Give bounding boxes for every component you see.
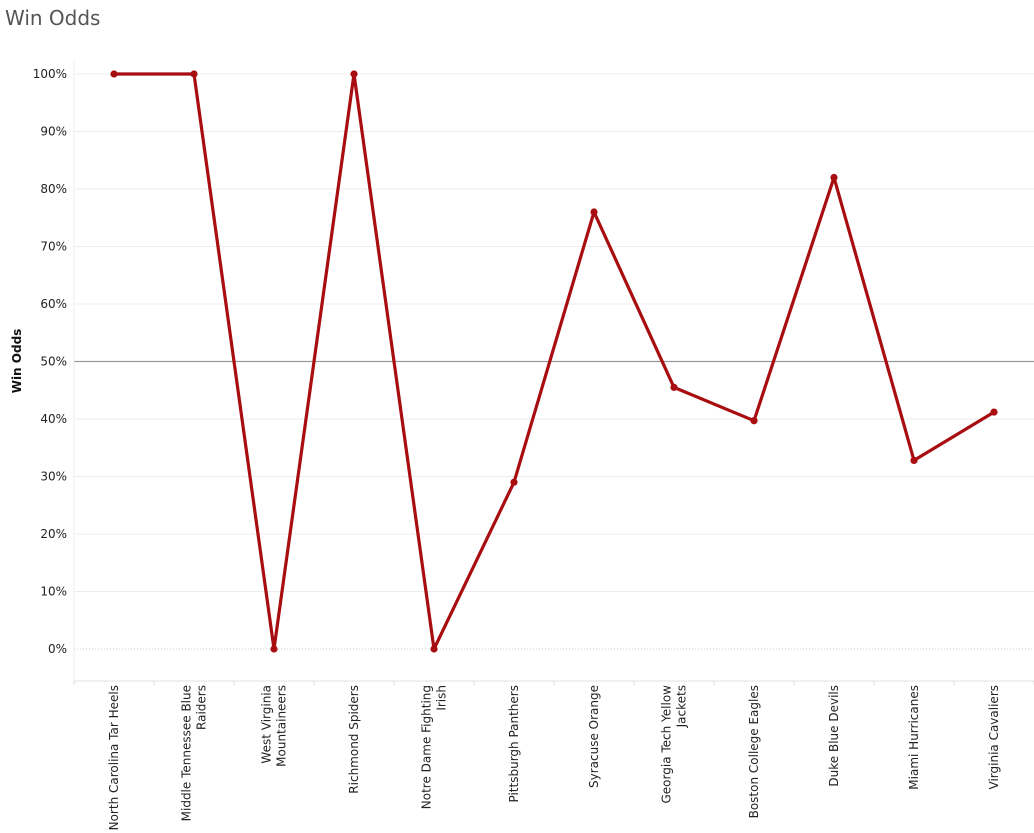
- data-point[interactable]: [910, 456, 918, 464]
- x-tick-label: North Carolina Tar Heels: [107, 685, 121, 830]
- y-axis-title: Win Odds: [10, 329, 24, 394]
- x-axis: North Carolina Tar Heels Middle Tennessee…: [73, 680, 1034, 830]
- data-point[interactable]: [990, 408, 998, 416]
- y-tick-label: 0%: [48, 642, 67, 656]
- y-tick-label: 10%: [40, 585, 67, 599]
- data-point[interactable]: [750, 417, 758, 425]
- y-tick-label: 100%: [33, 67, 67, 81]
- data-point[interactable]: [670, 383, 678, 391]
- data-point[interactable]: [350, 70, 358, 78]
- x-tick-label: Virginia Cavaliers: [987, 685, 1001, 789]
- y-tick-label: 20%: [40, 527, 67, 541]
- data-point[interactable]: [510, 478, 518, 486]
- y-tick-label: 50%: [40, 355, 67, 369]
- data-point[interactable]: [430, 645, 438, 653]
- gridlines: [74, 73, 1034, 650]
- y-tick-label: 60%: [40, 297, 67, 311]
- x-tick-label: Duke Blue Devils: [827, 685, 841, 787]
- series-line: [112, 72, 996, 651]
- x-tick-label: Richmond Spiders: [347, 685, 361, 794]
- y-tick-label: 70%: [40, 240, 67, 254]
- chart-title: Win Odds: [5, 6, 101, 30]
- data-point[interactable]: [110, 70, 118, 78]
- x-tick-label: Georgia Tech YellowJackets: [660, 685, 689, 804]
- data-point[interactable]: [270, 645, 278, 653]
- y-axis: 0% 10% 20% 30% 40% 50% 60% 70% 80% 90% 100%: [33, 60, 75, 681]
- y-tick-label: 40%: [40, 412, 67, 426]
- y-tick-label: 80%: [40, 182, 67, 196]
- x-tick-label: Boston College Eagles: [747, 685, 761, 818]
- x-tick-label: West VirginiaMountaineers: [260, 685, 289, 767]
- x-tick-label: Pittsburgh Panthers: [507, 685, 521, 803]
- x-tick-label: Middle Tennessee BlueRaiders: [180, 685, 209, 821]
- series-win-odds: [110, 70, 998, 653]
- data-point[interactable]: [590, 208, 598, 216]
- y-tick-label: 30%: [40, 470, 67, 484]
- x-tick-label: Syracuse Orange: [587, 685, 601, 788]
- y-tick-label: 90%: [40, 125, 67, 139]
- x-tick-label: Notre Dame FightingIrish: [420, 685, 449, 809]
- data-point[interactable]: [190, 70, 198, 78]
- x-tick-label: Miami Hurricanes: [907, 685, 921, 790]
- data-point[interactable]: [830, 173, 838, 182]
